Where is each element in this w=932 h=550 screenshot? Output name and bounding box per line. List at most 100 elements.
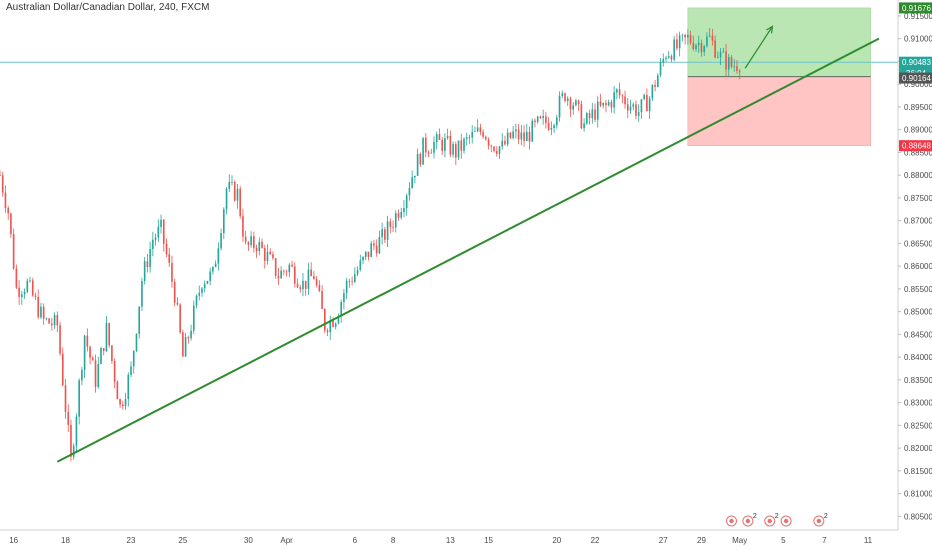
- candle-body: [45, 318, 48, 320]
- current-price-badge-label: 0.90483: [902, 58, 931, 67]
- candle-body: [149, 249, 151, 268]
- candle-body: [684, 34, 686, 38]
- candle-body: [714, 40, 716, 58]
- candle-body: [56, 315, 59, 326]
- event-count-badge: 2: [753, 513, 757, 520]
- price-tick-label: 0.81000: [904, 490, 932, 499]
- candle-body: [105, 323, 108, 351]
- candle-body: [586, 113, 588, 124]
- candle-body: [394, 213, 397, 228]
- candle-body: [26, 280, 29, 292]
- candle-body: [293, 266, 296, 284]
- candle-body: [424, 137, 427, 153]
- event-flag-dot: [745, 518, 751, 524]
- candle-body: [460, 140, 463, 151]
- candle-body: [626, 104, 629, 111]
- candle-body: [547, 122, 550, 130]
- candle-body: [359, 260, 362, 270]
- candle-body: [100, 348, 102, 365]
- candle-body: [736, 66, 738, 71]
- profit-zone[interactable]: [687, 7, 872, 78]
- candle-body: [266, 251, 269, 261]
- trendline-layer: [56, 37, 880, 463]
- candle-body: [272, 254, 274, 259]
- arrow-head: [766, 25, 774, 34]
- candle-body: [21, 294, 23, 297]
- candle-body: [520, 132, 523, 140]
- candle-body: [572, 105, 575, 110]
- candle-body: [242, 216, 244, 237]
- candle-body: [135, 333, 138, 351]
- candle-body: [386, 221, 389, 240]
- candle-body: [321, 291, 323, 310]
- candle-body: [285, 271, 288, 273]
- candle-body: [217, 248, 220, 264]
- candle-body: [182, 332, 184, 357]
- candle-body: [179, 304, 181, 333]
- candle-body: [389, 221, 392, 227]
- candle-body: [313, 276, 315, 280]
- candle-body: [206, 280, 209, 284]
- time-tick-label: 27: [659, 536, 668, 545]
- candle-body: [441, 139, 443, 151]
- candle-body: [463, 138, 465, 151]
- candle-body: [83, 335, 86, 370]
- candle-body: [323, 309, 326, 331]
- candle-body: [588, 113, 591, 119]
- candle-body: [561, 93, 564, 96]
- candle-body: [10, 213, 12, 235]
- candle-body: [605, 102, 607, 106]
- candle-body: [673, 39, 676, 60]
- candle-body: [648, 98, 651, 112]
- candle-body: [482, 132, 484, 137]
- candle-body: [201, 288, 203, 293]
- candle-body: [446, 135, 449, 139]
- projection-arrow[interactable]: [744, 26, 773, 69]
- candle-body: [697, 42, 700, 46]
- candle-body: [665, 57, 667, 60]
- candle-body: [119, 399, 121, 405]
- candle-body: [397, 213, 400, 218]
- candle-body: [220, 233, 222, 249]
- candle-body: [165, 243, 168, 255]
- candle-body: [23, 291, 26, 295]
- price-tick-label: 0.80500: [904, 512, 932, 521]
- candle-body: [687, 34, 689, 38]
- price-tick-label: 0.81500: [904, 467, 932, 476]
- candle-body: [244, 236, 247, 242]
- candle-body: [629, 106, 632, 111]
- candle-body: [558, 95, 561, 118]
- candle-body: [61, 353, 64, 386]
- time-tick-label: 25: [178, 536, 187, 545]
- loss-zone[interactable]: [687, 76, 872, 146]
- candle-body: [299, 287, 302, 290]
- candle-body: [130, 366, 132, 375]
- candle-body: [637, 112, 640, 116]
- price-tick-label: 0.89500: [904, 103, 932, 112]
- candle-body: [536, 116, 539, 122]
- candle-body: [231, 181, 233, 183]
- candle-body: [444, 138, 446, 151]
- candle-body: [528, 131, 531, 142]
- candle-body: [146, 261, 149, 268]
- candle-body: [111, 345, 113, 362]
- candle-body: [706, 36, 708, 47]
- candle-body: [681, 34, 684, 36]
- candle-body: [340, 302, 343, 317]
- price-tick-label: 0.84500: [904, 330, 932, 339]
- candle-body: [485, 136, 487, 140]
- event-flag-dot: [767, 518, 772, 524]
- candle-body: [643, 94, 645, 100]
- time-tick-label: 11: [864, 536, 873, 545]
- candle-body: [356, 269, 359, 275]
- candle-body: [258, 241, 261, 252]
- price-tick-label: 0.84000: [904, 353, 932, 362]
- candle-body: [277, 275, 280, 279]
- stop-loss-badge: [899, 140, 932, 152]
- trendline[interactable]: [56, 37, 880, 463]
- candle-body: [624, 96, 626, 105]
- candle-body: [400, 211, 403, 218]
- candle-body: [209, 271, 211, 281]
- candle-body: [659, 62, 662, 76]
